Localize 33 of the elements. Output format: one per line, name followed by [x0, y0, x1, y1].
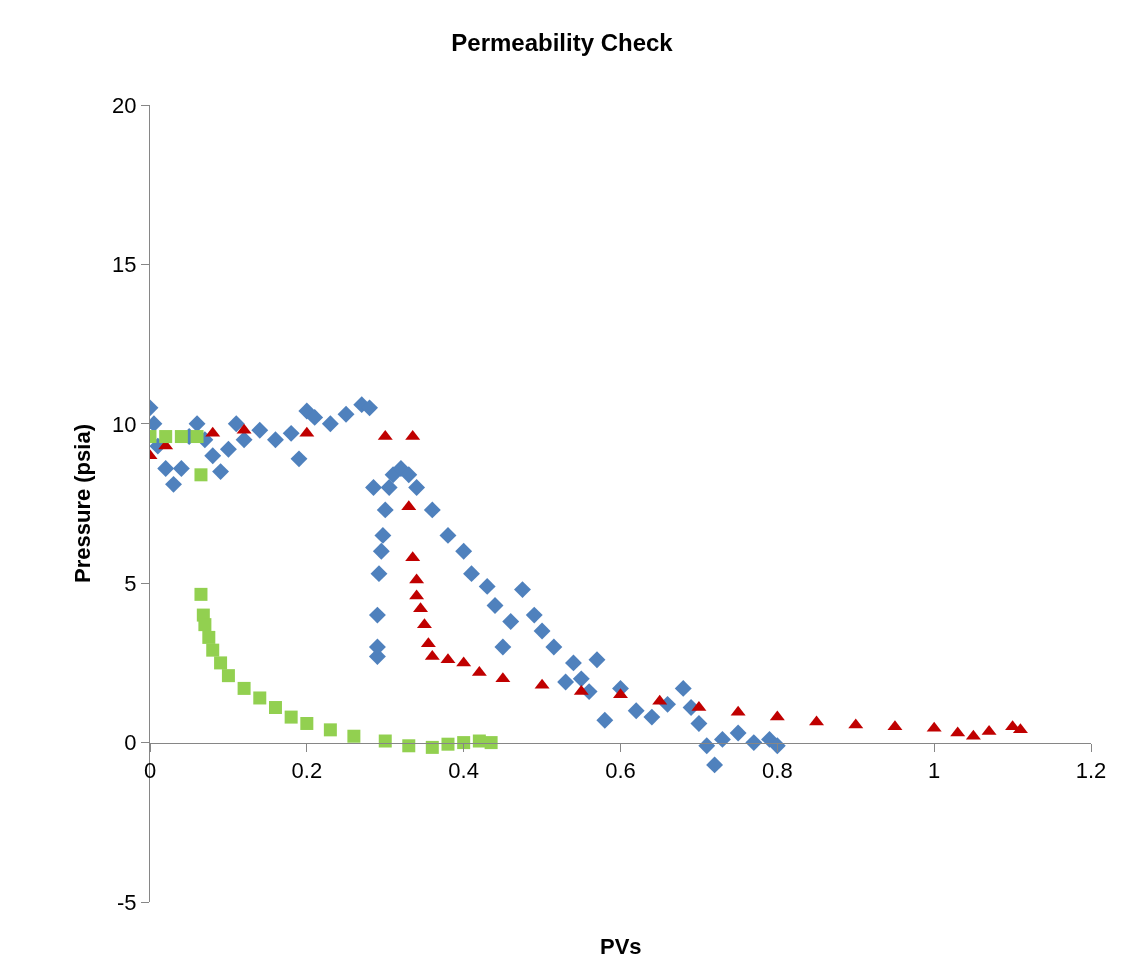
- point: [194, 587, 208, 601]
- x-tick-label: 1.2: [1075, 758, 1107, 783]
- x-tick-label: 0.8: [762, 758, 793, 783]
- x-tick-label: 0.2: [291, 758, 323, 783]
- x-tick-label: 0.4: [448, 758, 479, 783]
- point: [221, 669, 235, 683]
- point: [214, 656, 228, 670]
- y-tick-label: 20: [112, 92, 137, 118]
- point: [206, 643, 220, 657]
- y-axis-title: Pressure (psia): [69, 424, 95, 583]
- point: [190, 430, 204, 444]
- point: [253, 691, 267, 705]
- point: [194, 468, 208, 482]
- point: [347, 729, 361, 743]
- x-tick-label: 1: [928, 758, 941, 783]
- point: [300, 716, 314, 730]
- chart-title: Permeability Check: [451, 28, 674, 56]
- y-tick-label: 10: [112, 411, 137, 437]
- x-tick-label: 0: [143, 758, 157, 783]
- point: [284, 710, 298, 724]
- point: [159, 430, 173, 444]
- y-tick-label: -5: [117, 889, 137, 915]
- point: [323, 723, 337, 737]
- point: [198, 618, 212, 632]
- x-axis-title: PVs: [600, 934, 642, 959]
- y-tick-label: 0: [124, 730, 137, 756]
- y-tick-label: 5: [124, 570, 137, 596]
- point: [237, 681, 251, 695]
- x-tick-label: 0.6: [605, 758, 636, 783]
- point: [268, 701, 282, 715]
- point: [202, 630, 216, 644]
- y-tick-label: 15: [112, 252, 137, 278]
- point: [174, 430, 188, 444]
